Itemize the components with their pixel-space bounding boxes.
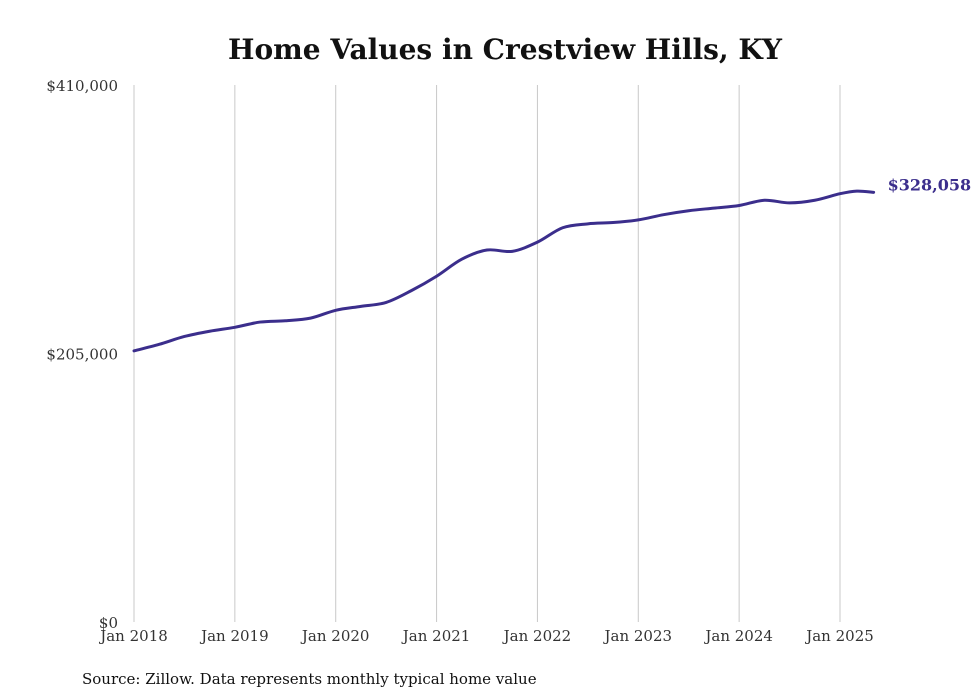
x-tick-label: Jan 2020 xyxy=(300,627,370,645)
gridlines xyxy=(133,85,841,622)
chart-source-note: Source: Zillow. Data represents monthly … xyxy=(82,670,537,688)
end-value-label: $328,058 xyxy=(888,175,972,194)
series: $328,058 xyxy=(132,175,972,353)
chart-title: Home Values in Crestview Hills, KY xyxy=(228,33,783,66)
series-line xyxy=(132,189,876,353)
x-tick-label: Jan 2021 xyxy=(401,627,471,645)
y-tick-label: $0 xyxy=(99,614,118,632)
y-tick-label: $410,000 xyxy=(46,77,118,95)
x-tick-label: Jan 2022 xyxy=(502,627,572,645)
x-tick-label: Jan 2018 xyxy=(98,627,168,645)
x-axis-ticks: Jan 2018 Jan 2019 Jan 2020 Jan 2021 Jan 2022… xyxy=(98,627,874,645)
y-tick-label: $205,000 xyxy=(46,346,118,364)
x-tick-label: Jan 2023 xyxy=(603,627,673,645)
x-tick-label: Jan 2025 xyxy=(804,627,874,645)
x-tick-label: Jan 2024 xyxy=(703,627,773,645)
x-tick-label: Jan 2019 xyxy=(199,627,269,645)
y-axis-ticks: $0 $205,000 $410,000 xyxy=(46,77,118,632)
